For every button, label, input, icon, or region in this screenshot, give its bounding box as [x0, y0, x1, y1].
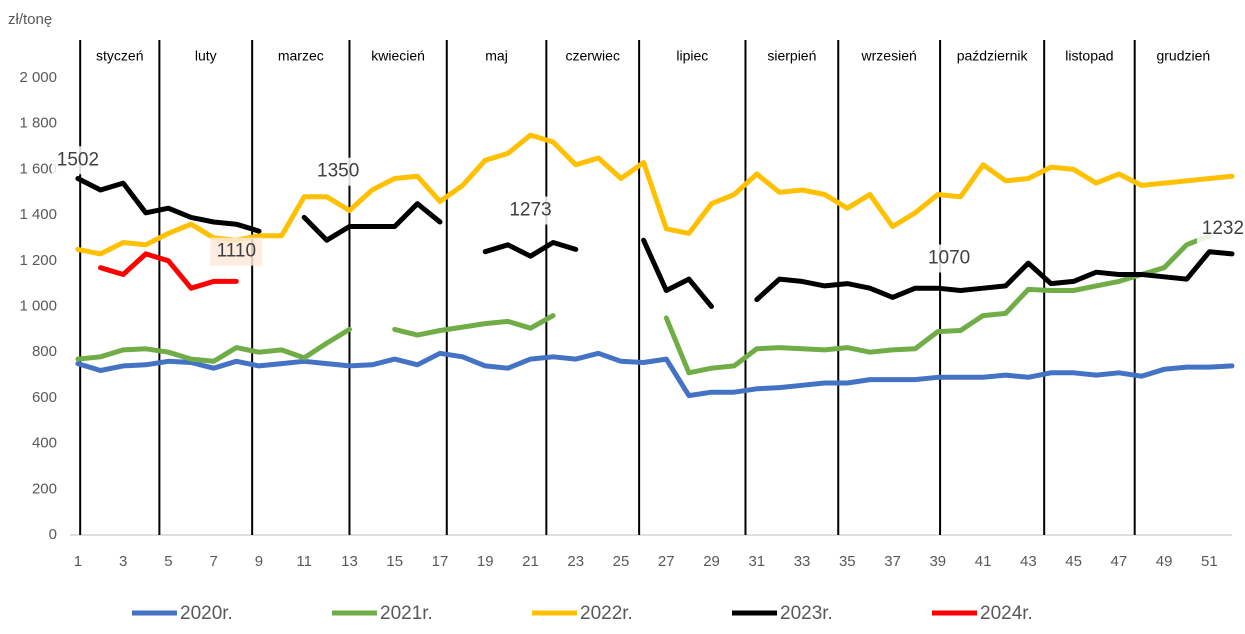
- month-label: sierpień: [767, 48, 816, 64]
- month-label: styczeń: [96, 48, 143, 64]
- y-tick-label: 600: [32, 389, 57, 406]
- x-tick-label: 11: [296, 553, 312, 570]
- month-label: luty: [195, 48, 217, 64]
- annotation: 1502: [57, 149, 99, 170]
- x-tick-label: 49: [1156, 553, 1173, 570]
- x-tick-label: 19: [477, 553, 494, 570]
- x-tick-label: 37: [884, 553, 901, 570]
- series-line: [98, 251, 239, 291]
- annotation: 1232: [1202, 218, 1244, 239]
- x-tick-label: 51: [1201, 553, 1218, 570]
- y-tick-label: 1 400: [19, 206, 57, 223]
- x-tick-label: 39: [929, 553, 946, 570]
- x-tick-label: 17: [432, 553, 449, 570]
- y-tick-label: 1 200: [19, 252, 57, 269]
- y-tick-label: 400: [32, 435, 57, 452]
- series-line: [75, 233, 1212, 376]
- x-tick-label: 27: [658, 553, 675, 570]
- series-line: [75, 350, 1235, 399]
- annotation: 1273: [509, 200, 551, 221]
- annotation: 1350: [317, 161, 359, 182]
- y-tick-label: 200: [32, 480, 57, 497]
- y-tick-label: 1 800: [19, 115, 57, 132]
- x-tick-label: 1: [74, 553, 82, 570]
- month-label: kwiecień: [371, 48, 425, 64]
- annotation-box: [210, 237, 263, 266]
- legend-label: 2024r.: [980, 603, 1033, 624]
- series-line: [75, 132, 1235, 257]
- legend-label: 2021r.: [380, 603, 433, 624]
- x-tick-label: 35: [839, 553, 856, 570]
- legend-label: 2020r.: [180, 603, 233, 624]
- annotation: 1070: [928, 248, 970, 269]
- x-tick-label: 45: [1065, 553, 1082, 570]
- y-axis-label: zł/tonę: [8, 11, 52, 28]
- annotation: 1110: [217, 241, 256, 262]
- month-label: marzec: [278, 48, 324, 64]
- annotation-box: [504, 196, 557, 225]
- x-tick-label: 25: [613, 553, 630, 570]
- x-tick-label: 21: [522, 553, 539, 570]
- x-tick-label: 5: [164, 553, 172, 570]
- x-tick-label: 15: [386, 553, 403, 570]
- y-tick-label: 0: [49, 526, 57, 543]
- y-tick-label: 1 600: [19, 160, 57, 177]
- x-tick-label: 33: [794, 553, 811, 570]
- annotation-box: [312, 157, 365, 186]
- month-label: październik: [957, 48, 1029, 64]
- x-tick-label: 13: [341, 553, 358, 570]
- y-tick-label: 800: [32, 343, 57, 360]
- month-label: lipiec: [676, 48, 708, 64]
- series-line: [75, 176, 1235, 309]
- month-label: grudzień: [1156, 48, 1210, 64]
- x-tick-label: 47: [1111, 553, 1128, 570]
- annotation-box: [51, 146, 104, 175]
- x-tick-label: 43: [1020, 553, 1037, 570]
- x-tick-label: 7: [210, 553, 218, 570]
- x-tick-label: 41: [975, 553, 992, 570]
- x-tick-label: 23: [567, 553, 584, 570]
- month-label: listopad: [1065, 48, 1113, 64]
- x-tick-label: 3: [119, 553, 127, 570]
- month-label: czerwiec: [565, 48, 619, 64]
- y-tick-label: 1 000: [19, 297, 57, 314]
- y-tick-label: 2 000: [19, 69, 57, 86]
- x-tick-label: 29: [703, 553, 720, 570]
- legend-label: 2023r.: [780, 603, 833, 624]
- annotation-box: [1196, 214, 1245, 243]
- x-tick-label: 31: [748, 553, 765, 570]
- month-label: maj: [485, 48, 508, 64]
- annotation-box: [923, 244, 976, 273]
- x-tick-label: 9: [255, 553, 263, 570]
- month-label: wrzesień: [861, 48, 917, 64]
- legend-label: 2022r.: [580, 603, 633, 624]
